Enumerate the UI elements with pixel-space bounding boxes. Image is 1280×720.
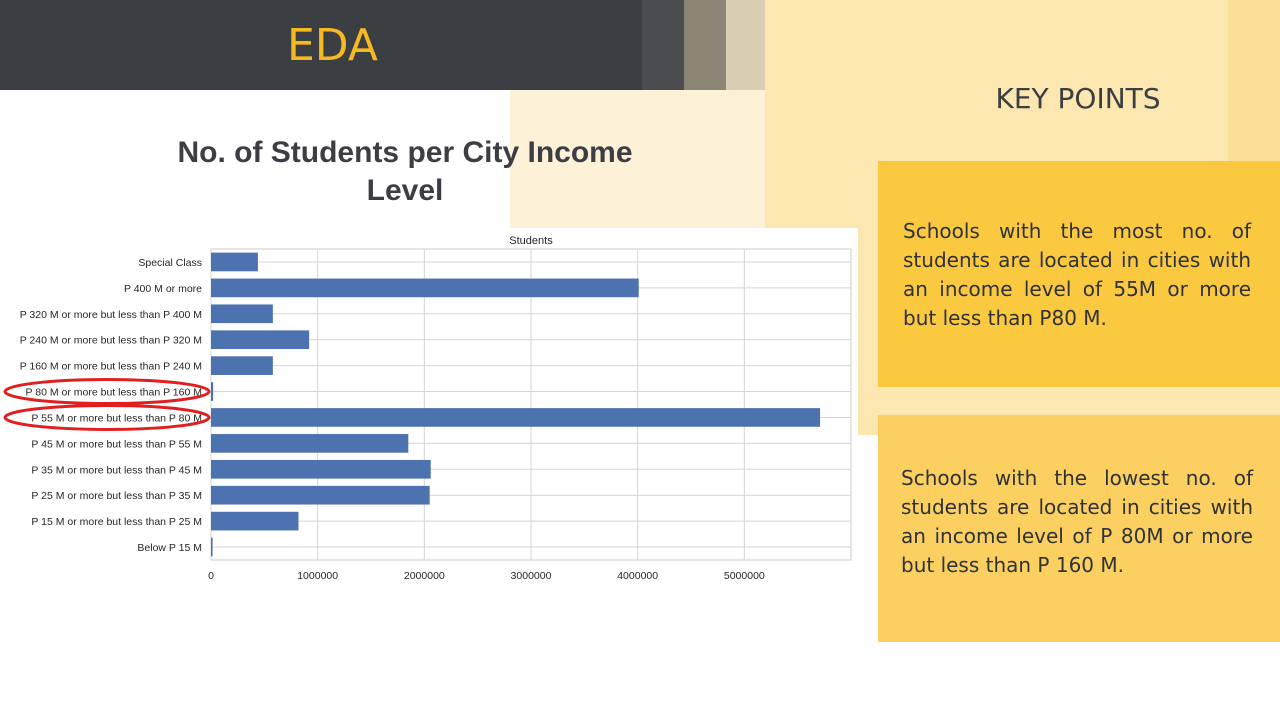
category-label: P 35 M or more but less than P 45 M bbox=[31, 464, 202, 476]
category-label: P 320 M or more but less than P 400 M bbox=[20, 309, 202, 321]
category-label: P 45 M or more but less than P 55 M bbox=[31, 438, 202, 450]
bar bbox=[211, 408, 821, 427]
x-tick-label: 3000000 bbox=[511, 570, 552, 582]
key-points-title: KEY POINTS bbox=[995, 82, 1161, 115]
category-label: P 15 M or more but less than P 25 M bbox=[31, 516, 202, 528]
bg-shape-yellow-lighter bbox=[1228, 0, 1280, 170]
category-label: P 160 M or more but less than P 240 M bbox=[20, 361, 202, 373]
category-label: Special Class bbox=[138, 257, 202, 269]
bar bbox=[211, 511, 299, 531]
category-label: P 240 M or more but less than P 320 M bbox=[20, 335, 202, 347]
chart-title: No. of Students per City Income Level bbox=[177, 136, 633, 207]
bar bbox=[211, 459, 431, 479]
bg-shape-gray bbox=[642, 0, 684, 90]
category-label: Below P 15 M bbox=[137, 542, 202, 554]
category-label: P 55 M or more but less than P 80 M bbox=[31, 412, 202, 424]
category-label: P 80 M or more but less than P 160 M bbox=[26, 387, 202, 399]
slide-title: EDA bbox=[286, 19, 378, 71]
highlight-ellipse bbox=[3, 378, 211, 406]
bar bbox=[211, 278, 639, 298]
key-point-2: Schools with the lowest no. of students … bbox=[901, 466, 1253, 577]
bar bbox=[211, 434, 409, 453]
x-tick-label: 5000000 bbox=[724, 570, 765, 582]
category-label: P 400 M or more bbox=[124, 283, 202, 295]
key-point-box-1 bbox=[878, 161, 1280, 387]
bg-shape-gray2 bbox=[684, 0, 726, 90]
series-label: Students bbox=[509, 235, 553, 247]
highlight-ellipse bbox=[3, 403, 211, 431]
bar bbox=[211, 330, 310, 350]
x-tick-label: 1000000 bbox=[297, 570, 338, 582]
bar-chart: 0 1000000 2000000 3000000 4000000 5000000 Stud… bbox=[0, 228, 858, 588]
bar bbox=[211, 382, 214, 401]
key-point-1: Schools with the most no. of students ar… bbox=[903, 219, 1251, 330]
bar bbox=[211, 537, 213, 557]
bar bbox=[211, 485, 430, 505]
x-tick-label: 0 bbox=[208, 570, 214, 582]
bar bbox=[211, 252, 258, 272]
key-point-box-2 bbox=[878, 415, 1280, 642]
bar bbox=[211, 304, 273, 324]
x-tick-label: 4000000 bbox=[617, 570, 658, 582]
header-bar bbox=[0, 0, 642, 90]
bar bbox=[211, 356, 273, 375]
x-tick-label: 2000000 bbox=[404, 570, 445, 582]
category-label: P 25 M or more but less than P 35 M bbox=[31, 490, 202, 502]
